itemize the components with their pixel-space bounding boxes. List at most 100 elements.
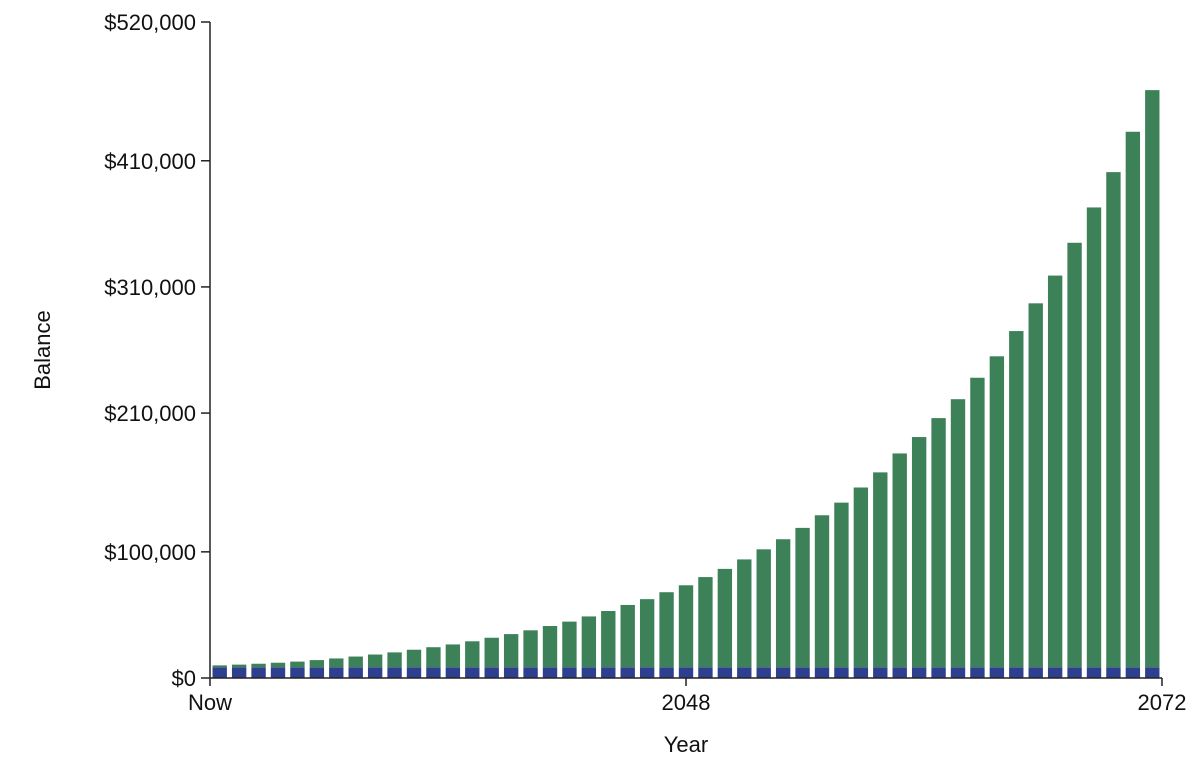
bar-growth [853,487,869,668]
bar-growth [873,472,888,668]
bar-growth [1086,207,1102,668]
bar-contribution [212,667,227,678]
bar-contribution [562,667,577,678]
bar-contribution [290,667,305,678]
bar-growth [698,577,713,668]
bar-growth [1106,172,1121,668]
bar-contribution [251,667,266,678]
bar-contribution [873,667,888,678]
bar-growth [659,592,674,668]
bar-contribution [406,667,422,678]
bar-contribution [1086,667,1102,678]
bar-growth [911,437,927,668]
bar-contribution [1145,667,1160,678]
bar-growth [465,641,480,668]
bar-contribution [1028,667,1043,678]
bar-contribution [950,667,966,678]
bar-growth [950,399,966,668]
bar-growth [639,599,655,668]
bar-growth [1067,242,1082,668]
bar-growth [717,568,733,668]
bar-contribution [698,667,713,678]
bar-contribution [348,667,363,678]
y-tick-label: $520,000 [104,10,196,35]
bar-growth [892,453,907,668]
bar-growth [756,549,771,668]
y-tick-labels: $0 $100,000 $210,000 $310,000 $410,000 $520,0… [104,10,196,691]
bar-growth [503,634,519,668]
y-tick-label: $100,000 [104,540,196,565]
bar-contribution [678,667,694,678]
bar-growth [581,616,597,668]
x-tick-labels: Now 2048 2072 [188,678,1186,715]
bar-contribution [639,667,655,678]
y-tick-marks [201,21,210,679]
bar-contribution [892,667,907,678]
bar-growth [523,630,538,668]
bar-growth [989,356,1005,668]
bar-growth [814,515,830,668]
bar-contribution [542,667,558,678]
bar-contribution [231,667,247,678]
bar-growth [484,637,499,668]
bar-growth [970,377,985,668]
bar-growth [290,661,305,668]
x-tick-label: 2072 [1138,690,1187,715]
bar-growth [678,585,694,668]
bar-contribution [1009,667,1024,678]
bar-contribution [970,667,985,678]
bar-contribution [465,667,480,678]
bar-growth [445,644,461,668]
bar-growth [231,664,247,668]
bar-growth [834,502,849,668]
bar-contribution [1067,667,1082,678]
bar-growth [270,662,286,668]
bar-growth [329,658,344,668]
bars [212,90,1160,678]
y-tick-label: $310,000 [104,275,196,300]
bar-contribution [309,667,325,678]
bar-growth [1125,131,1141,668]
bar-growth [212,665,227,668]
bar-contribution [387,667,402,678]
bar-contribution [1125,667,1141,678]
bar-contribution [834,667,849,678]
bar-contribution [814,667,830,678]
y-tick-label: $0 [172,666,196,691]
y-tick-label: $410,000 [104,149,196,174]
bar-growth [775,539,791,668]
bar-contribution [931,667,946,678]
bar-growth [737,559,752,668]
bar-growth [795,527,810,668]
bar-contribution [620,667,635,678]
bar-growth [562,621,577,668]
y-axis-title: Balance [30,310,55,390]
bar-contribution [523,667,538,678]
bar-growth [251,663,266,668]
bar-contribution [911,667,927,678]
bar-growth [1028,303,1043,668]
bar-contribution [853,667,869,678]
bar-contribution [989,667,1005,678]
bar-contribution [270,667,286,678]
bar-contribution [756,667,771,678]
bar-contribution [484,667,499,678]
bar-growth [406,649,422,668]
bar-contribution [717,667,733,678]
bar-contribution [367,667,383,678]
bar-growth [309,660,325,668]
bar-growth [426,647,441,668]
bar-contribution [737,667,752,678]
bar-contribution [1047,667,1063,678]
x-axis-title: Year [664,732,708,757]
y-tick-label: $210,000 [104,401,196,426]
bar-growth [387,652,402,668]
bar-contribution [581,667,597,678]
bar-growth [367,654,383,668]
bar-growth [1145,90,1160,668]
bar-contribution [329,667,344,678]
bar-contribution [445,667,461,678]
bar-contribution [426,667,441,678]
bar-contribution [503,667,519,678]
